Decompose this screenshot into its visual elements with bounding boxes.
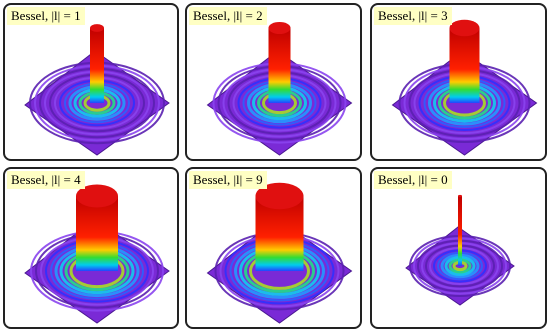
panel: Bessel, |l| = 0 bbox=[370, 167, 547, 329]
peak-top bbox=[458, 194, 462, 198]
peak bbox=[268, 28, 291, 103]
panel-label: Bessel, |l| = 3 bbox=[374, 7, 452, 25]
peak bbox=[449, 28, 480, 103]
panel: Bessel, |l| = 4 bbox=[3, 167, 179, 329]
surface-plot bbox=[391, 19, 538, 156]
peak-top bbox=[76, 184, 118, 208]
panel-label: Bessel, |l| = 4 bbox=[7, 171, 85, 189]
panel: Bessel, |l| = 1 bbox=[3, 3, 179, 161]
peak-top bbox=[90, 24, 104, 32]
peak-top bbox=[449, 19, 480, 37]
panel: Bessel, |l| = 2 bbox=[185, 3, 362, 161]
surface-plot bbox=[206, 182, 353, 324]
peak bbox=[458, 196, 462, 266]
panel-label: Bessel, |l| = 2 bbox=[189, 7, 267, 25]
peak-top bbox=[268, 21, 291, 35]
surface-plot bbox=[24, 24, 170, 156]
surface-plot bbox=[405, 194, 515, 306]
panel: Bessel, |l| = 3 bbox=[370, 3, 547, 161]
panel: Bessel, |l| = 9 bbox=[185, 167, 362, 329]
surface-plot bbox=[206, 21, 353, 156]
peak bbox=[90, 28, 104, 103]
peak-top bbox=[255, 182, 304, 210]
panel-label: Bessel, |l| = 1 bbox=[7, 7, 85, 25]
surface-plot bbox=[24, 184, 170, 324]
peak bbox=[76, 196, 118, 271]
panel-label: Bessel, |l| = 9 bbox=[189, 171, 267, 189]
panel-label: Bessel, |l| = 0 bbox=[374, 171, 452, 189]
